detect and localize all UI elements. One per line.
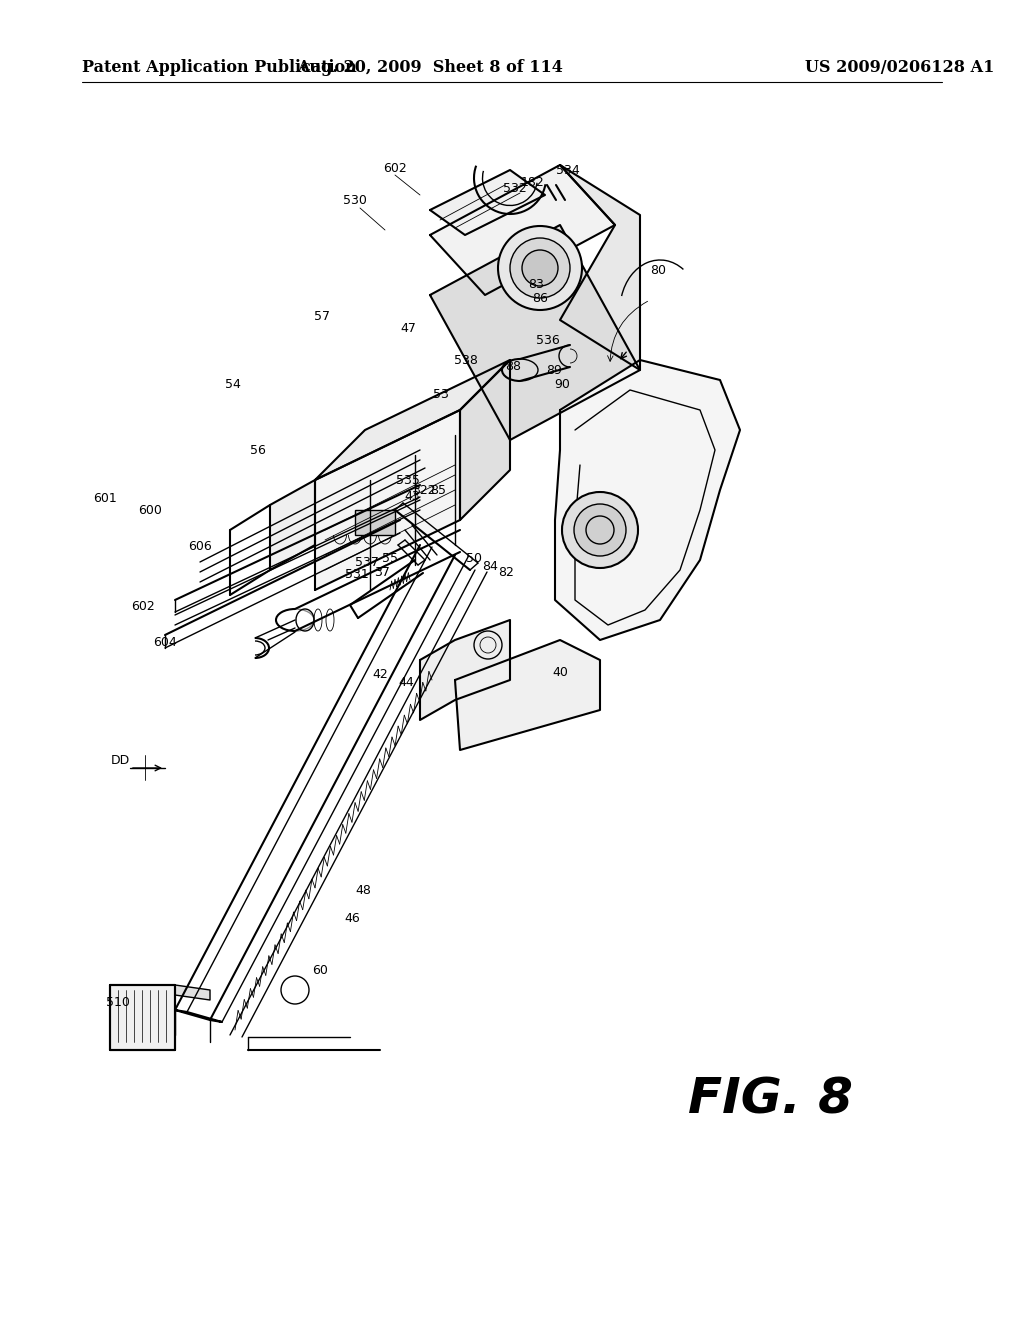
Circle shape [522, 249, 558, 286]
Text: 40: 40 [552, 665, 568, 678]
Polygon shape [430, 224, 640, 440]
Polygon shape [430, 170, 545, 235]
Text: 82: 82 [498, 565, 514, 578]
Text: 83: 83 [528, 279, 544, 292]
Text: 46: 46 [344, 912, 359, 924]
Text: 37: 37 [374, 566, 390, 579]
Text: 601: 601 [93, 491, 117, 504]
Text: DD: DD [111, 754, 130, 767]
Text: 85: 85 [430, 483, 446, 496]
Text: 90: 90 [554, 379, 570, 392]
Text: 44: 44 [398, 676, 414, 689]
Circle shape [574, 504, 626, 556]
Text: 536: 536 [537, 334, 560, 346]
Text: 57: 57 [314, 310, 330, 323]
Text: 53: 53 [433, 388, 449, 401]
Polygon shape [315, 360, 510, 480]
Polygon shape [555, 360, 740, 640]
Circle shape [510, 238, 570, 298]
Text: Aug. 20, 2009  Sheet 8 of 114: Aug. 20, 2009 Sheet 8 of 114 [297, 59, 563, 77]
Polygon shape [455, 640, 600, 750]
Polygon shape [560, 165, 640, 370]
Text: Patent Application Publication: Patent Application Publication [82, 59, 356, 77]
Polygon shape [110, 985, 175, 1049]
Text: FIG. 8: FIG. 8 [687, 1076, 852, 1125]
Text: 84: 84 [482, 561, 498, 573]
Text: 89: 89 [546, 363, 562, 376]
Polygon shape [460, 360, 510, 520]
Text: 55: 55 [382, 552, 398, 565]
Text: 88: 88 [505, 360, 521, 374]
Text: 43: 43 [404, 491, 420, 503]
Polygon shape [420, 620, 510, 719]
Text: 47: 47 [400, 322, 416, 334]
Circle shape [498, 226, 582, 310]
Text: US 2009/0206128 A1: US 2009/0206128 A1 [805, 59, 994, 77]
Polygon shape [175, 985, 210, 1001]
Text: 602: 602 [383, 161, 407, 174]
Text: 538: 538 [454, 354, 478, 367]
Text: 56: 56 [250, 444, 266, 457]
Text: 531: 531 [345, 568, 369, 581]
Text: 537: 537 [355, 556, 379, 569]
Text: 80: 80 [650, 264, 666, 276]
Text: 322: 322 [413, 483, 436, 496]
Polygon shape [270, 480, 315, 570]
Text: 604: 604 [154, 635, 177, 648]
Text: 48: 48 [355, 883, 371, 896]
Text: 535: 535 [396, 474, 420, 487]
Text: 600: 600 [138, 503, 162, 516]
Text: 182: 182 [521, 177, 545, 190]
Text: 602: 602 [131, 601, 155, 614]
Polygon shape [315, 411, 460, 590]
Text: 606: 606 [188, 540, 212, 553]
Text: 54: 54 [225, 379, 241, 392]
Text: 532: 532 [503, 181, 527, 194]
Polygon shape [175, 1010, 222, 1022]
Text: 86: 86 [532, 292, 548, 305]
Text: 60: 60 [312, 964, 328, 977]
Text: 510: 510 [106, 995, 130, 1008]
Text: 42: 42 [372, 668, 388, 681]
Text: 534: 534 [556, 164, 580, 177]
Bar [355, 510, 395, 535]
Circle shape [562, 492, 638, 568]
Polygon shape [430, 165, 615, 294]
Text: 50: 50 [466, 552, 482, 565]
Text: 530: 530 [343, 194, 367, 206]
